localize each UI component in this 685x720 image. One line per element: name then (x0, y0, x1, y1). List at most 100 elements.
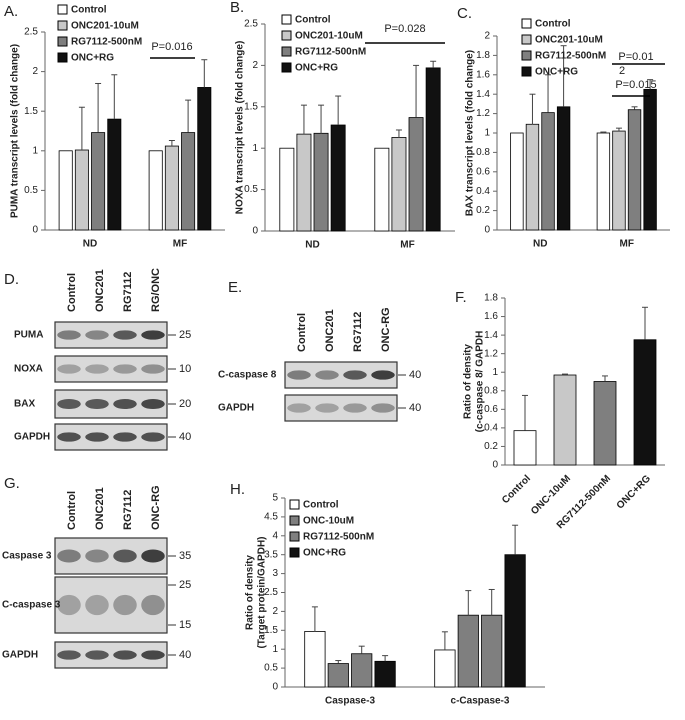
lane-label: Control (296, 313, 308, 352)
y-tick-label: 2.5 (264, 587, 278, 598)
x-tick-label: ONC+RG (615, 473, 653, 511)
y-axis-label: Ratio of density (463, 344, 474, 419)
y-tick-label: 0.5 (244, 184, 258, 195)
bar (643, 88, 657, 231)
bar (148, 150, 163, 231)
y-tick-label: 3.5 (264, 549, 278, 560)
x-tick-label: MF (400, 240, 414, 251)
bar (91, 132, 106, 231)
legend-swatch (281, 30, 292, 41)
panel-letter: B. (230, 0, 244, 16)
lane-label: RG7112 (352, 312, 364, 352)
bar (197, 87, 212, 231)
blot-strip (54, 576, 168, 634)
band (113, 594, 137, 616)
x-tick-label: ND (533, 239, 547, 250)
legend-swatch (289, 531, 300, 542)
band (113, 650, 137, 660)
blot-strip (54, 355, 168, 383)
y-tick-label: 1.6 (484, 311, 498, 322)
bar (425, 67, 441, 232)
y-axis-label: PUMA transcript levels (fold change) (10, 44, 21, 218)
lane-label: ONC-RG (380, 307, 392, 352)
annotation: 2 (619, 65, 625, 77)
lane-label: RG7112 (122, 272, 134, 312)
marker-label: 25 (179, 579, 191, 591)
x-tick-label: ND (305, 240, 319, 251)
bar (593, 381, 617, 466)
band (315, 403, 339, 413)
panel-letter: G. (4, 475, 20, 492)
band (85, 650, 109, 660)
band (141, 650, 165, 660)
bar (351, 653, 373, 688)
x-tick-label: c-Caspase-3 (451, 696, 510, 707)
band (371, 403, 395, 413)
y-tick-label: 2.5 (244, 19, 258, 30)
bar (481, 614, 503, 688)
blot-strip (284, 394, 398, 422)
legend-label: Control (303, 500, 339, 511)
panel-letter: F. (455, 289, 467, 306)
legend-label: ONC+RG (295, 63, 338, 74)
bar (313, 132, 329, 232)
lane-label: RG/ONC (150, 268, 162, 312)
band (287, 403, 311, 413)
row-label: PUMA (14, 330, 43, 341)
y-tick-label: 1 (252, 143, 258, 154)
bar (504, 554, 526, 688)
band (141, 398, 165, 410)
bar (107, 118, 122, 231)
annotation: P=0.016 (151, 41, 192, 53)
legend-swatch (289, 499, 300, 510)
bar (74, 149, 89, 231)
band (57, 398, 81, 410)
legend-label: Control (71, 5, 107, 16)
bar (391, 137, 407, 232)
y-tick-label: 1 (32, 145, 38, 156)
bar (296, 133, 312, 232)
legend-swatch (281, 46, 292, 57)
legend-label: RG7112-500nM (303, 532, 374, 543)
band (113, 432, 137, 442)
legend-swatch (521, 18, 532, 29)
row-label: NOXA (14, 364, 43, 375)
band (85, 432, 109, 442)
legend-swatch (521, 66, 532, 77)
legend-swatch (57, 52, 68, 63)
band (85, 364, 109, 374)
band (141, 549, 165, 563)
y-tick-label: 1.8 (484, 293, 498, 304)
y-tick-label: 2 (484, 31, 490, 42)
lane-label: RG7112 (122, 490, 134, 530)
lane-label: ONC201 (94, 269, 106, 312)
band (57, 594, 81, 616)
y-tick-label: 1.4 (476, 89, 490, 100)
band (113, 330, 137, 340)
legend-label: RG7112-500nM (295, 47, 366, 58)
y-tick-label: 2.5 (24, 27, 38, 38)
bar (541, 112, 555, 231)
bar (181, 132, 196, 231)
y-tick-label: 1.2 (476, 108, 490, 119)
band (141, 432, 165, 442)
y-tick-label: 1 (484, 128, 490, 139)
panel-letter: H. (230, 481, 245, 498)
bar (434, 649, 456, 688)
bar (58, 150, 73, 231)
marker-label: 25 (179, 329, 191, 341)
bar (556, 106, 571, 231)
bar (408, 117, 424, 232)
bar (330, 124, 346, 232)
legend-swatch (289, 547, 300, 558)
y-tick-label: 0.6 (476, 166, 490, 177)
bar (304, 631, 326, 688)
marker-label: 10 (179, 363, 191, 375)
y-tick-label: 0 (492, 460, 498, 471)
legend-swatch (521, 50, 532, 61)
y-tick-label: 1.4 (484, 330, 498, 341)
annotation: P=0.015 (615, 79, 656, 91)
y-tick-label: 3 (272, 568, 278, 579)
y-tick-label: 1.5 (244, 101, 258, 112)
